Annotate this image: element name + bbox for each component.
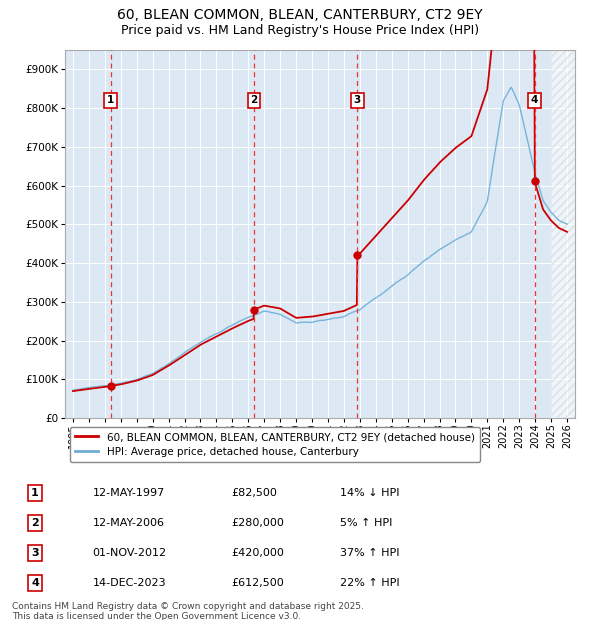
Text: 14% ↓ HPI: 14% ↓ HPI xyxy=(340,488,400,498)
Text: 1: 1 xyxy=(107,95,114,105)
Text: 2: 2 xyxy=(31,518,39,528)
Text: 60, BLEAN COMMON, BLEAN, CANTERBURY, CT2 9EY: 60, BLEAN COMMON, BLEAN, CANTERBURY, CT2… xyxy=(117,8,483,22)
Text: 3: 3 xyxy=(31,548,39,558)
Text: 5% ↑ HPI: 5% ↑ HPI xyxy=(340,518,392,528)
Legend: 60, BLEAN COMMON, BLEAN, CANTERBURY, CT2 9EY (detached house), HPI: Average pric: 60, BLEAN COMMON, BLEAN, CANTERBURY, CT2… xyxy=(70,427,480,462)
Text: 12-MAY-2006: 12-MAY-2006 xyxy=(92,518,164,528)
Text: £82,500: £82,500 xyxy=(231,488,277,498)
Text: 14-DEC-2023: 14-DEC-2023 xyxy=(92,578,166,588)
Text: 2: 2 xyxy=(250,95,257,105)
Text: Price paid vs. HM Land Registry's House Price Index (HPI): Price paid vs. HM Land Registry's House … xyxy=(121,24,479,37)
Text: 1: 1 xyxy=(31,488,39,498)
Text: £612,500: £612,500 xyxy=(231,578,284,588)
Text: 4: 4 xyxy=(31,578,39,588)
Text: £280,000: £280,000 xyxy=(231,518,284,528)
Text: Contains HM Land Registry data © Crown copyright and database right 2025.
This d: Contains HM Land Registry data © Crown c… xyxy=(12,602,364,620)
Text: 12-MAY-1997: 12-MAY-1997 xyxy=(92,488,165,498)
Text: 37% ↑ HPI: 37% ↑ HPI xyxy=(340,548,400,558)
Bar xyxy=(551,50,575,418)
Text: 4: 4 xyxy=(531,95,538,105)
Text: 22% ↑ HPI: 22% ↑ HPI xyxy=(340,578,400,588)
Text: £420,000: £420,000 xyxy=(231,548,284,558)
Text: 01-NOV-2012: 01-NOV-2012 xyxy=(92,548,167,558)
Text: 3: 3 xyxy=(353,95,361,105)
